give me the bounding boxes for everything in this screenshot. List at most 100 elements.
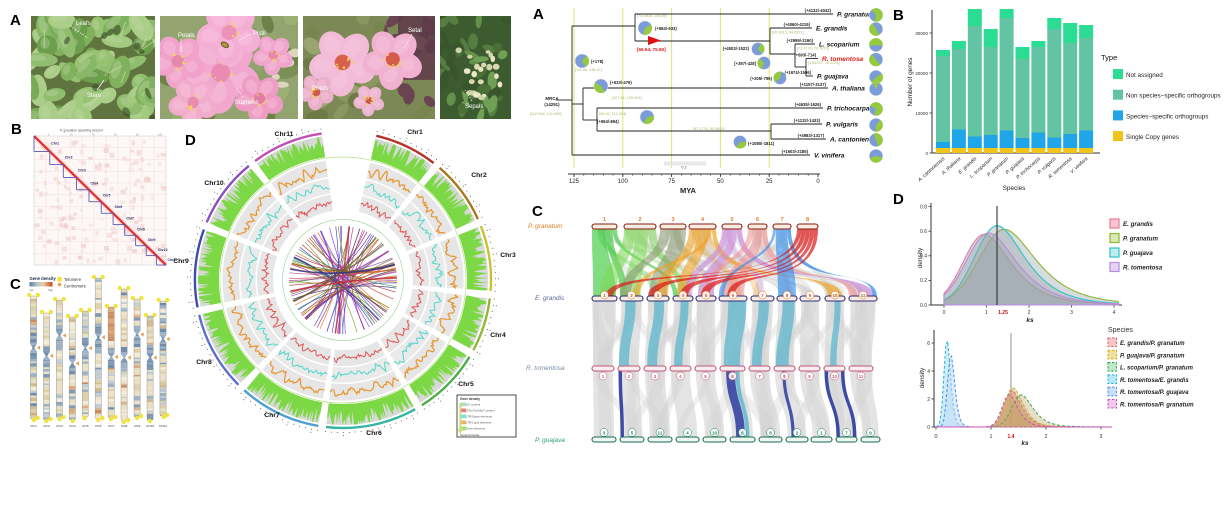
svg-text:Chr5: Chr5 — [82, 424, 89, 428]
svg-text:high: high — [48, 288, 53, 292]
svg-text:GC content: GC content — [466, 403, 480, 407]
svg-text:V. vinifera: V. vinifera — [814, 152, 845, 159]
svg-text:C: C — [532, 203, 543, 220]
svg-text:3: 3 — [671, 217, 674, 223]
svg-text:Gene density: Gene density — [460, 397, 480, 401]
svg-text:(+4635/-1626): (+4635/-1626) — [795, 102, 822, 107]
svg-text:Centromere: Centromere — [64, 284, 87, 289]
svg-text:Chr10: Chr10 — [146, 424, 155, 428]
svg-text:(+4060/-4219): (+4060/-4219) — [784, 22, 811, 27]
svg-text:Chr6: Chr6 — [95, 424, 102, 428]
svg-text:(+4003/-1522): (+4003/-1522) — [723, 46, 750, 51]
svg-text:Chr4: Chr4 — [490, 332, 506, 339]
svg-text:4: 4 — [927, 369, 930, 375]
svg-text:Species: Species — [1108, 327, 1133, 334]
svg-text:(TA)n/TpA/ApT content: (TA)n/TpA/ApT content — [466, 409, 495, 413]
svg-text:1: 1 — [990, 434, 993, 440]
svg-text:100: 100 — [618, 179, 629, 185]
svg-text:0.2: 0.2 — [681, 165, 687, 170]
svg-text:10: 10 — [833, 293, 838, 298]
svg-text:6: 6 — [756, 217, 759, 223]
svg-text:Chr3: Chr3 — [500, 252, 516, 259]
svg-text:Chr3: Chr3 — [78, 169, 86, 173]
svg-text:3: 3 — [1070, 310, 1073, 316]
svg-text:MYA: MYA — [680, 186, 697, 195]
svg-text:Chr9: Chr9 — [134, 424, 141, 428]
svg-text:P. granatum: P. granatum — [1123, 236, 1158, 243]
svg-text:Stamens: Stamens — [235, 100, 259, 106]
svg-text:1.25: 1.25 — [998, 310, 1008, 316]
svg-text:11: 11 — [859, 374, 864, 379]
svg-text:(+684/-933): (+684/-933) — [655, 26, 677, 31]
svg-text:(+1080/-1811): (+1080/-1811) — [748, 141, 775, 146]
svg-text:R. tomentosa/P. guajava: R. tomentosa/P. guajava — [1120, 390, 1189, 396]
svg-text:Chr5: Chr5 — [458, 381, 474, 388]
svg-text:5: 5 — [730, 217, 733, 223]
svg-text:(+4132/-4042): (+4132/-4042) — [805, 8, 832, 13]
svg-text:Chr1: Chr1 — [30, 424, 37, 428]
svg-text:10: 10 — [832, 374, 837, 379]
svg-text:P. granatum: P. granatum — [837, 11, 874, 18]
svg-text:0.2: 0.2 — [920, 278, 927, 284]
svg-text:Chr8: Chr8 — [137, 228, 145, 232]
svg-text:[100.43, 110.204]: [100.43, 110.204] — [597, 112, 626, 116]
svg-text:[57.1776, 90.0653]: [57.1776, 90.0653] — [693, 127, 725, 131]
svg-text:(+4983/-1317): (+4983/-1317) — [798, 133, 825, 138]
svg-text:Chr7: Chr7 — [126, 217, 134, 221]
svg-text:[107.54, 100.004]: [107.54, 100.004] — [612, 96, 642, 100]
svg-text:8: 8 — [806, 217, 809, 223]
svg-text:D: D — [893, 191, 904, 208]
svg-text:11: 11 — [861, 293, 866, 298]
svg-text:Chr10: Chr10 — [204, 180, 223, 187]
svg-text:(+693/-714): (+693/-714) — [794, 53, 816, 58]
svg-text:30000: 30000 — [915, 31, 928, 36]
svg-text:Telomere: Telomere — [64, 277, 82, 282]
svg-text:Not assigned: Not assigned — [1126, 72, 1163, 79]
svg-text:Sepals: Sepals — [465, 104, 483, 110]
svg-text:Chr11: Chr11 — [275, 131, 294, 138]
svg-text:0: 0 — [943, 310, 946, 316]
svg-text:Chr6: Chr6 — [115, 205, 123, 209]
svg-text:Species−specific orthogroups: Species−specific orthogroups — [1126, 113, 1208, 120]
svg-text:Single Copy genes: Single Copy genes — [1126, 134, 1179, 141]
svg-text:ks: ks — [1026, 317, 1034, 324]
svg-text:P. granatum assembly dot plot: P. granatum assembly dot plot — [60, 129, 103, 133]
svg-text:R. tomentosa/E. grandis: R. tomentosa/E. grandis — [1120, 378, 1189, 384]
svg-text:Leafs: Leafs — [76, 21, 91, 27]
svg-text:LTR/Copia elements: LTR/Copia elements — [466, 421, 492, 425]
svg-text:B: B — [893, 7, 904, 24]
svg-text:0.8: 0.8 — [920, 204, 927, 210]
svg-text:4: 4 — [1113, 310, 1116, 316]
svg-text:Non species−specific orthogrou: Non species−specific orthogroups — [1126, 93, 1221, 100]
svg-text:Chr8: Chr8 — [196, 359, 212, 366]
svg-text:[74.5508, 108.55]: [74.5508, 108.55] — [637, 14, 667, 18]
svg-text:P. guajava: P. guajava — [1123, 250, 1153, 257]
svg-text:density: density — [919, 367, 926, 388]
svg-text:[112.596, 141.299]: [112.596, 141.299] — [530, 112, 561, 116]
svg-text:1.4: 1.4 — [1008, 434, 1015, 440]
svg-text:Stem: Stem — [87, 93, 101, 99]
svg-text:(14291): (14291) — [544, 102, 560, 107]
svg-text:P. guajava: P. guajava — [535, 437, 565, 444]
svg-text:20000: 20000 — [915, 71, 928, 76]
svg-text:0.6: 0.6 — [920, 229, 927, 235]
svg-text:0.0: 0.0 — [920, 303, 927, 309]
svg-text:Chr1: Chr1 — [51, 142, 59, 146]
svg-text:[35.8915, 34.0621]: [35.8915, 34.0621] — [772, 31, 804, 35]
svg-text:[66.54, 75.50]: [66.54, 75.50] — [637, 47, 666, 52]
svg-text:R. tomentosa/P. granatum: R. tomentosa/P. granatum — [1120, 403, 1194, 409]
svg-text:LTR/Gypsy elements: LTR/Gypsy elements — [466, 415, 493, 419]
svg-text:2: 2 — [1028, 310, 1031, 316]
svg-text:0: 0 — [935, 434, 938, 440]
svg-text:7: 7 — [780, 217, 783, 223]
svg-text:Chr9: Chr9 — [173, 258, 189, 265]
svg-text:Chr8: Chr8 — [121, 424, 128, 428]
svg-text:11: 11 — [658, 430, 663, 435]
svg-text:R. tomentosa: R. tomentosa — [1123, 265, 1163, 272]
svg-text:Petals: Petals — [312, 86, 329, 92]
svg-text:C: C — [10, 276, 21, 293]
svg-text:Chr11: Chr11 — [159, 424, 167, 428]
svg-text:Chr2: Chr2 — [65, 156, 73, 160]
svg-text:L. scoparium/P. granatum: L. scoparium/P. granatum — [1120, 366, 1194, 372]
svg-text:Chr9: Chr9 — [148, 238, 156, 242]
